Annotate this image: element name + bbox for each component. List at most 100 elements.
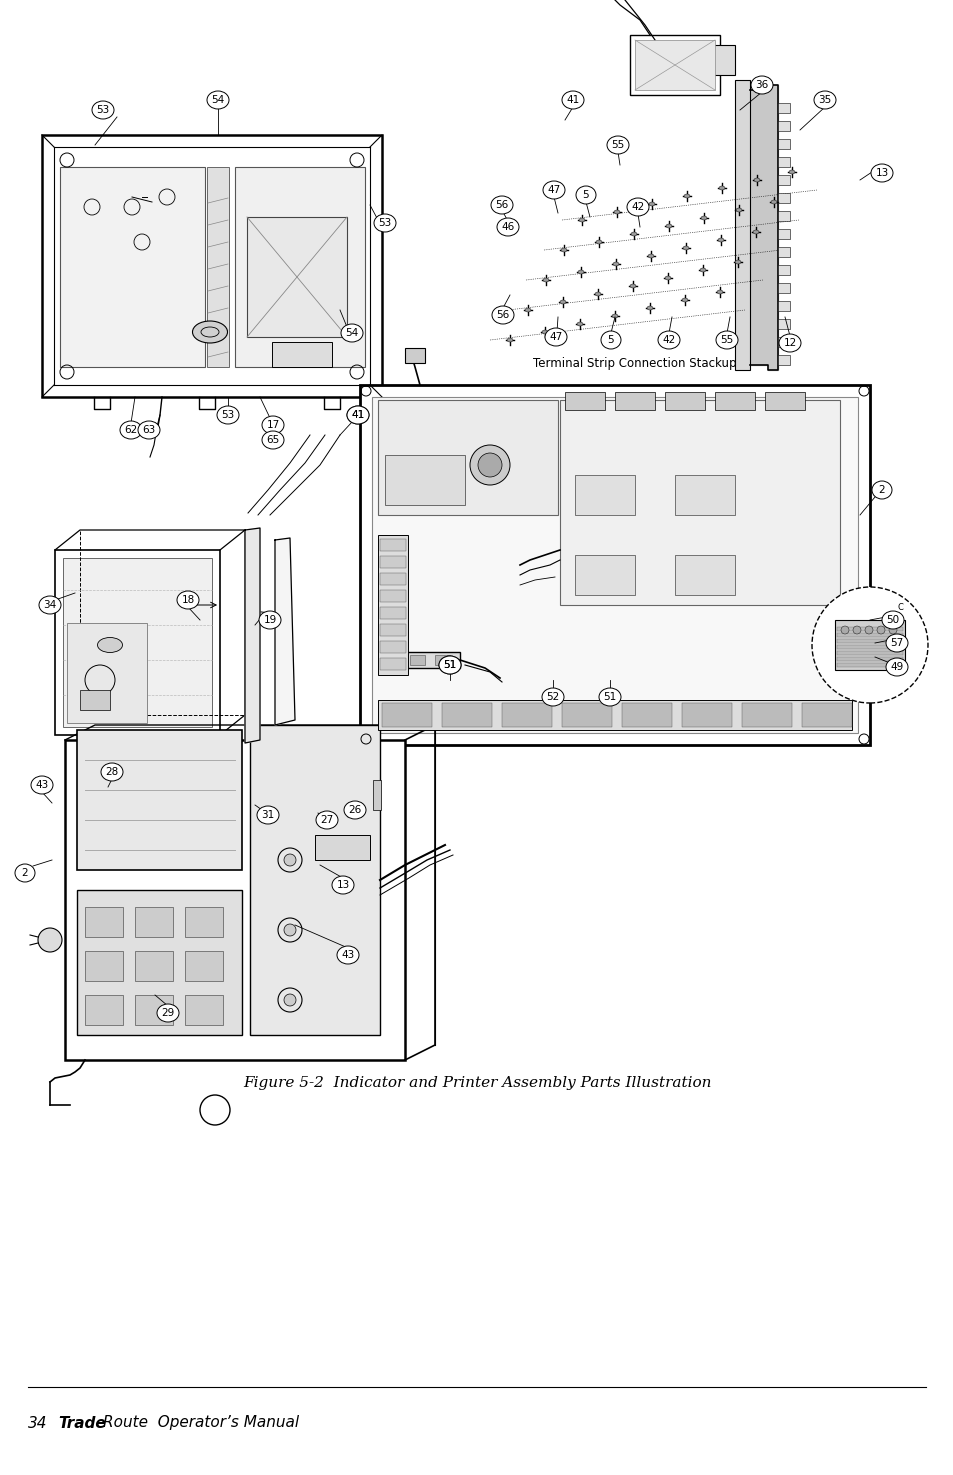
Ellipse shape: [885, 658, 907, 676]
Bar: [700, 46, 734, 75]
Text: Figure 5-2  Indicator and Printer Assembly Parts Illustration: Figure 5-2 Indicator and Printer Assembl…: [242, 1075, 711, 1090]
Ellipse shape: [315, 811, 337, 829]
Ellipse shape: [120, 420, 142, 440]
Ellipse shape: [541, 687, 563, 707]
Bar: [778, 176, 789, 184]
Ellipse shape: [813, 91, 835, 109]
Bar: [185, 907, 223, 937]
Circle shape: [864, 625, 872, 634]
Text: 42: 42: [631, 202, 644, 212]
Ellipse shape: [39, 596, 61, 614]
Circle shape: [284, 994, 295, 1006]
Text: Trade: Trade: [58, 1416, 106, 1431]
Bar: [741, 704, 791, 727]
Bar: [85, 907, 123, 937]
Text: 49: 49: [889, 662, 902, 673]
Text: 63: 63: [142, 425, 155, 435]
Bar: [405, 348, 424, 363]
Ellipse shape: [578, 270, 583, 274]
Circle shape: [876, 625, 884, 634]
Bar: [379, 556, 406, 568]
Ellipse shape: [682, 246, 688, 249]
Bar: [85, 996, 123, 1025]
Circle shape: [284, 854, 295, 866]
Bar: [359, 385, 869, 745]
Bar: [379, 658, 406, 670]
Bar: [381, 704, 432, 727]
Ellipse shape: [600, 330, 620, 350]
Bar: [836, 633, 902, 637]
Ellipse shape: [524, 308, 531, 313]
Polygon shape: [274, 538, 294, 726]
Bar: [615, 392, 655, 410]
Ellipse shape: [753, 178, 760, 181]
Bar: [247, 217, 347, 336]
Ellipse shape: [788, 170, 794, 174]
Bar: [379, 572, 406, 586]
Circle shape: [470, 445, 510, 485]
Bar: [207, 167, 229, 367]
Bar: [372, 397, 857, 733]
Text: 35: 35: [818, 94, 831, 105]
Bar: [67, 622, 147, 723]
Text: 53: 53: [96, 105, 110, 115]
Ellipse shape: [506, 338, 513, 342]
Bar: [314, 835, 370, 860]
Bar: [55, 550, 220, 735]
Bar: [575, 555, 635, 594]
Ellipse shape: [262, 416, 284, 434]
Ellipse shape: [561, 91, 583, 109]
Text: 28: 28: [105, 767, 118, 777]
Bar: [764, 392, 804, 410]
Bar: [561, 704, 612, 727]
Ellipse shape: [332, 876, 354, 894]
Ellipse shape: [735, 208, 741, 212]
Bar: [435, 655, 450, 665]
Ellipse shape: [193, 322, 227, 344]
Bar: [778, 319, 789, 329]
Ellipse shape: [629, 285, 636, 288]
Text: 52: 52: [546, 692, 559, 702]
Bar: [778, 103, 789, 114]
Text: 17: 17: [266, 420, 279, 431]
Text: 43: 43: [341, 950, 355, 960]
Text: 2: 2: [878, 485, 884, 496]
Bar: [778, 193, 789, 204]
Ellipse shape: [541, 330, 547, 333]
Bar: [801, 704, 851, 727]
Bar: [272, 342, 332, 367]
Text: 26: 26: [348, 805, 361, 816]
Bar: [77, 889, 242, 1035]
Bar: [836, 650, 902, 655]
Text: 53: 53: [378, 218, 392, 229]
Ellipse shape: [885, 634, 907, 652]
Bar: [42, 136, 381, 397]
Bar: [234, 167, 365, 367]
Ellipse shape: [138, 420, 160, 440]
Circle shape: [811, 587, 927, 704]
Bar: [377, 400, 558, 515]
Ellipse shape: [497, 218, 518, 236]
Ellipse shape: [157, 1004, 179, 1022]
Bar: [675, 555, 734, 594]
Text: C: C: [896, 602, 902, 612]
Bar: [441, 704, 492, 727]
Text: 31: 31: [261, 810, 274, 820]
Ellipse shape: [681, 298, 687, 302]
Bar: [399, 652, 459, 668]
Bar: [135, 907, 172, 937]
Bar: [778, 355, 789, 364]
Ellipse shape: [97, 637, 122, 652]
Ellipse shape: [734, 260, 740, 264]
Bar: [629, 35, 720, 94]
Text: 36: 36: [755, 80, 768, 90]
Ellipse shape: [340, 324, 363, 342]
Bar: [379, 608, 406, 620]
Text: 46: 46: [501, 223, 514, 232]
Text: 51: 51: [602, 692, 616, 702]
Text: 41: 41: [351, 410, 364, 420]
Bar: [778, 336, 789, 347]
Circle shape: [888, 625, 896, 634]
Ellipse shape: [750, 77, 772, 94]
Text: 51: 51: [443, 659, 456, 670]
